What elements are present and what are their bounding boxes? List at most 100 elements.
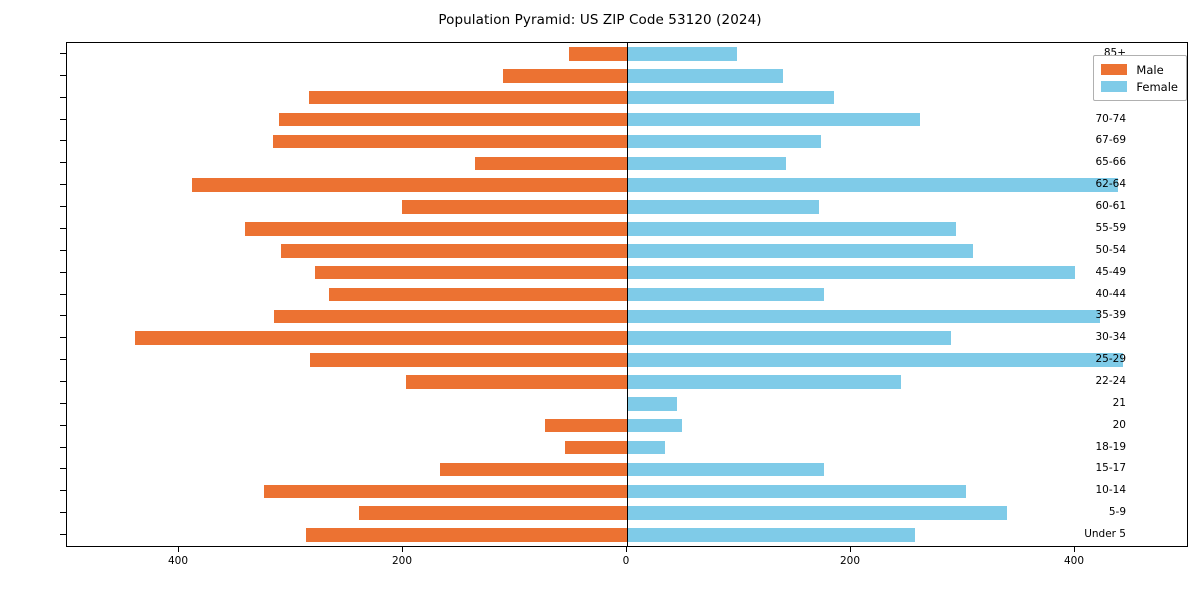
bar-male[interactable] — [308, 90, 627, 105]
chart-legend: Male Female — [1093, 55, 1187, 101]
y-tick-mark — [60, 140, 66, 142]
bar-row — [67, 243, 1187, 258]
bar-female[interactable] — [627, 528, 915, 542]
bar-male[interactable] — [274, 309, 627, 324]
bar-female[interactable] — [627, 156, 787, 171]
y-tick-mark — [60, 380, 66, 382]
x-tick-mark — [850, 547, 851, 552]
legend-item-female[interactable]: Female — [1101, 78, 1178, 95]
y-tick-mark — [60, 512, 66, 514]
x-tick-mark — [1074, 547, 1075, 552]
bar-male[interactable] — [359, 506, 627, 520]
y-tick-mark — [60, 534, 66, 536]
bar-row — [67, 178, 1187, 192]
bar-row — [67, 375, 1187, 389]
bar-male[interactable] — [568, 47, 627, 61]
bar-row — [67, 200, 1187, 214]
bar-male[interactable] — [245, 222, 627, 236]
bar-male[interactable] — [280, 243, 627, 258]
y-tick-label: 62-64 — [1095, 178, 1126, 191]
bar-row — [67, 134, 1187, 149]
bar-row — [67, 90, 1187, 105]
chart-title: Population Pyramid: US ZIP Code 53120 (2… — [438, 12, 762, 28]
legend-item-male[interactable]: Male — [1101, 61, 1178, 78]
bar-row — [67, 222, 1187, 236]
y-tick-label: 21 — [1112, 396, 1126, 409]
y-tick-mark — [60, 249, 66, 251]
bar-female[interactable] — [627, 462, 825, 477]
bar-female[interactable] — [627, 309, 1100, 324]
y-tick-label: 40-44 — [1095, 287, 1126, 300]
bar-female[interactable] — [627, 265, 1075, 280]
y-tick-label: 70-74 — [1095, 112, 1126, 125]
y-tick-mark — [60, 52, 66, 54]
bar-female[interactable] — [627, 200, 819, 214]
bar-male[interactable] — [278, 112, 627, 127]
x-tick-label: 0 — [622, 555, 630, 567]
y-tick-label: 67-69 — [1095, 134, 1126, 147]
bar-male[interactable] — [264, 484, 627, 499]
y-tick-mark — [60, 206, 66, 208]
y-tick-label: 18-19 — [1095, 440, 1126, 453]
x-tick-label: 400 — [1063, 555, 1085, 567]
bar-female[interactable] — [627, 353, 1124, 367]
bar-female[interactable] — [627, 506, 1007, 520]
bar-female[interactable] — [627, 331, 951, 345]
bar-male[interactable] — [439, 462, 627, 477]
bar-male[interactable] — [305, 528, 627, 542]
y-tick-mark — [60, 424, 66, 426]
bar-female[interactable] — [627, 222, 957, 236]
bar-row — [67, 265, 1187, 280]
x-tick-mark — [402, 547, 403, 552]
bar-row — [67, 353, 1187, 367]
bar-female[interactable] — [627, 287, 825, 302]
bar-female[interactable] — [627, 418, 682, 433]
bar-female[interactable] — [627, 47, 737, 61]
bar-male[interactable] — [565, 440, 627, 455]
y-tick-label: Under 5 — [1084, 528, 1126, 541]
bar-male[interactable] — [273, 134, 627, 149]
bar-row — [67, 418, 1187, 433]
y-tick-mark — [60, 96, 66, 98]
y-tick-mark — [60, 468, 66, 470]
y-tick-label: 50-54 — [1095, 243, 1126, 256]
x-tick-mark — [178, 547, 179, 552]
bar-male[interactable] — [310, 353, 627, 367]
bar-male[interactable] — [502, 69, 627, 83]
y-tick-mark — [60, 74, 66, 76]
bar-female[interactable] — [627, 90, 835, 105]
bar-row — [67, 309, 1187, 324]
y-tick-mark — [60, 271, 66, 273]
bar-row — [67, 287, 1187, 302]
y-tick-mark — [60, 162, 66, 164]
bar-male[interactable] — [406, 375, 627, 389]
bar-row — [67, 156, 1187, 171]
bar-female[interactable] — [627, 178, 1118, 192]
bar-row — [67, 47, 1187, 61]
bar-male[interactable] — [545, 418, 627, 433]
bar-female[interactable] — [627, 112, 921, 127]
bar-male[interactable] — [401, 200, 627, 214]
bar-female[interactable] — [627, 484, 967, 499]
y-tick-label: 22-24 — [1095, 374, 1126, 387]
bar-female[interactable] — [627, 375, 902, 389]
y-tick-mark — [60, 446, 66, 448]
bar-row — [67, 440, 1187, 455]
bar-male[interactable] — [329, 287, 627, 302]
y-tick-mark — [60, 337, 66, 339]
bar-female[interactable] — [627, 69, 783, 83]
bar-male[interactable] — [192, 178, 627, 192]
y-tick-label: 15-17 — [1095, 462, 1126, 475]
bar-male[interactable] — [474, 156, 627, 171]
bar-female[interactable] — [627, 440, 666, 455]
bar-male[interactable] — [135, 331, 627, 345]
bar-female[interactable] — [627, 243, 974, 258]
bar-male[interactable] — [314, 265, 627, 280]
bar-female[interactable] — [627, 397, 678, 411]
y-tick-label: 30-34 — [1095, 331, 1126, 344]
x-tick-label: 200 — [391, 555, 413, 567]
y-tick-mark — [60, 402, 66, 404]
bar-female[interactable] — [627, 134, 821, 149]
y-tick-label: 45-49 — [1095, 265, 1126, 278]
bar-row — [67, 462, 1187, 477]
